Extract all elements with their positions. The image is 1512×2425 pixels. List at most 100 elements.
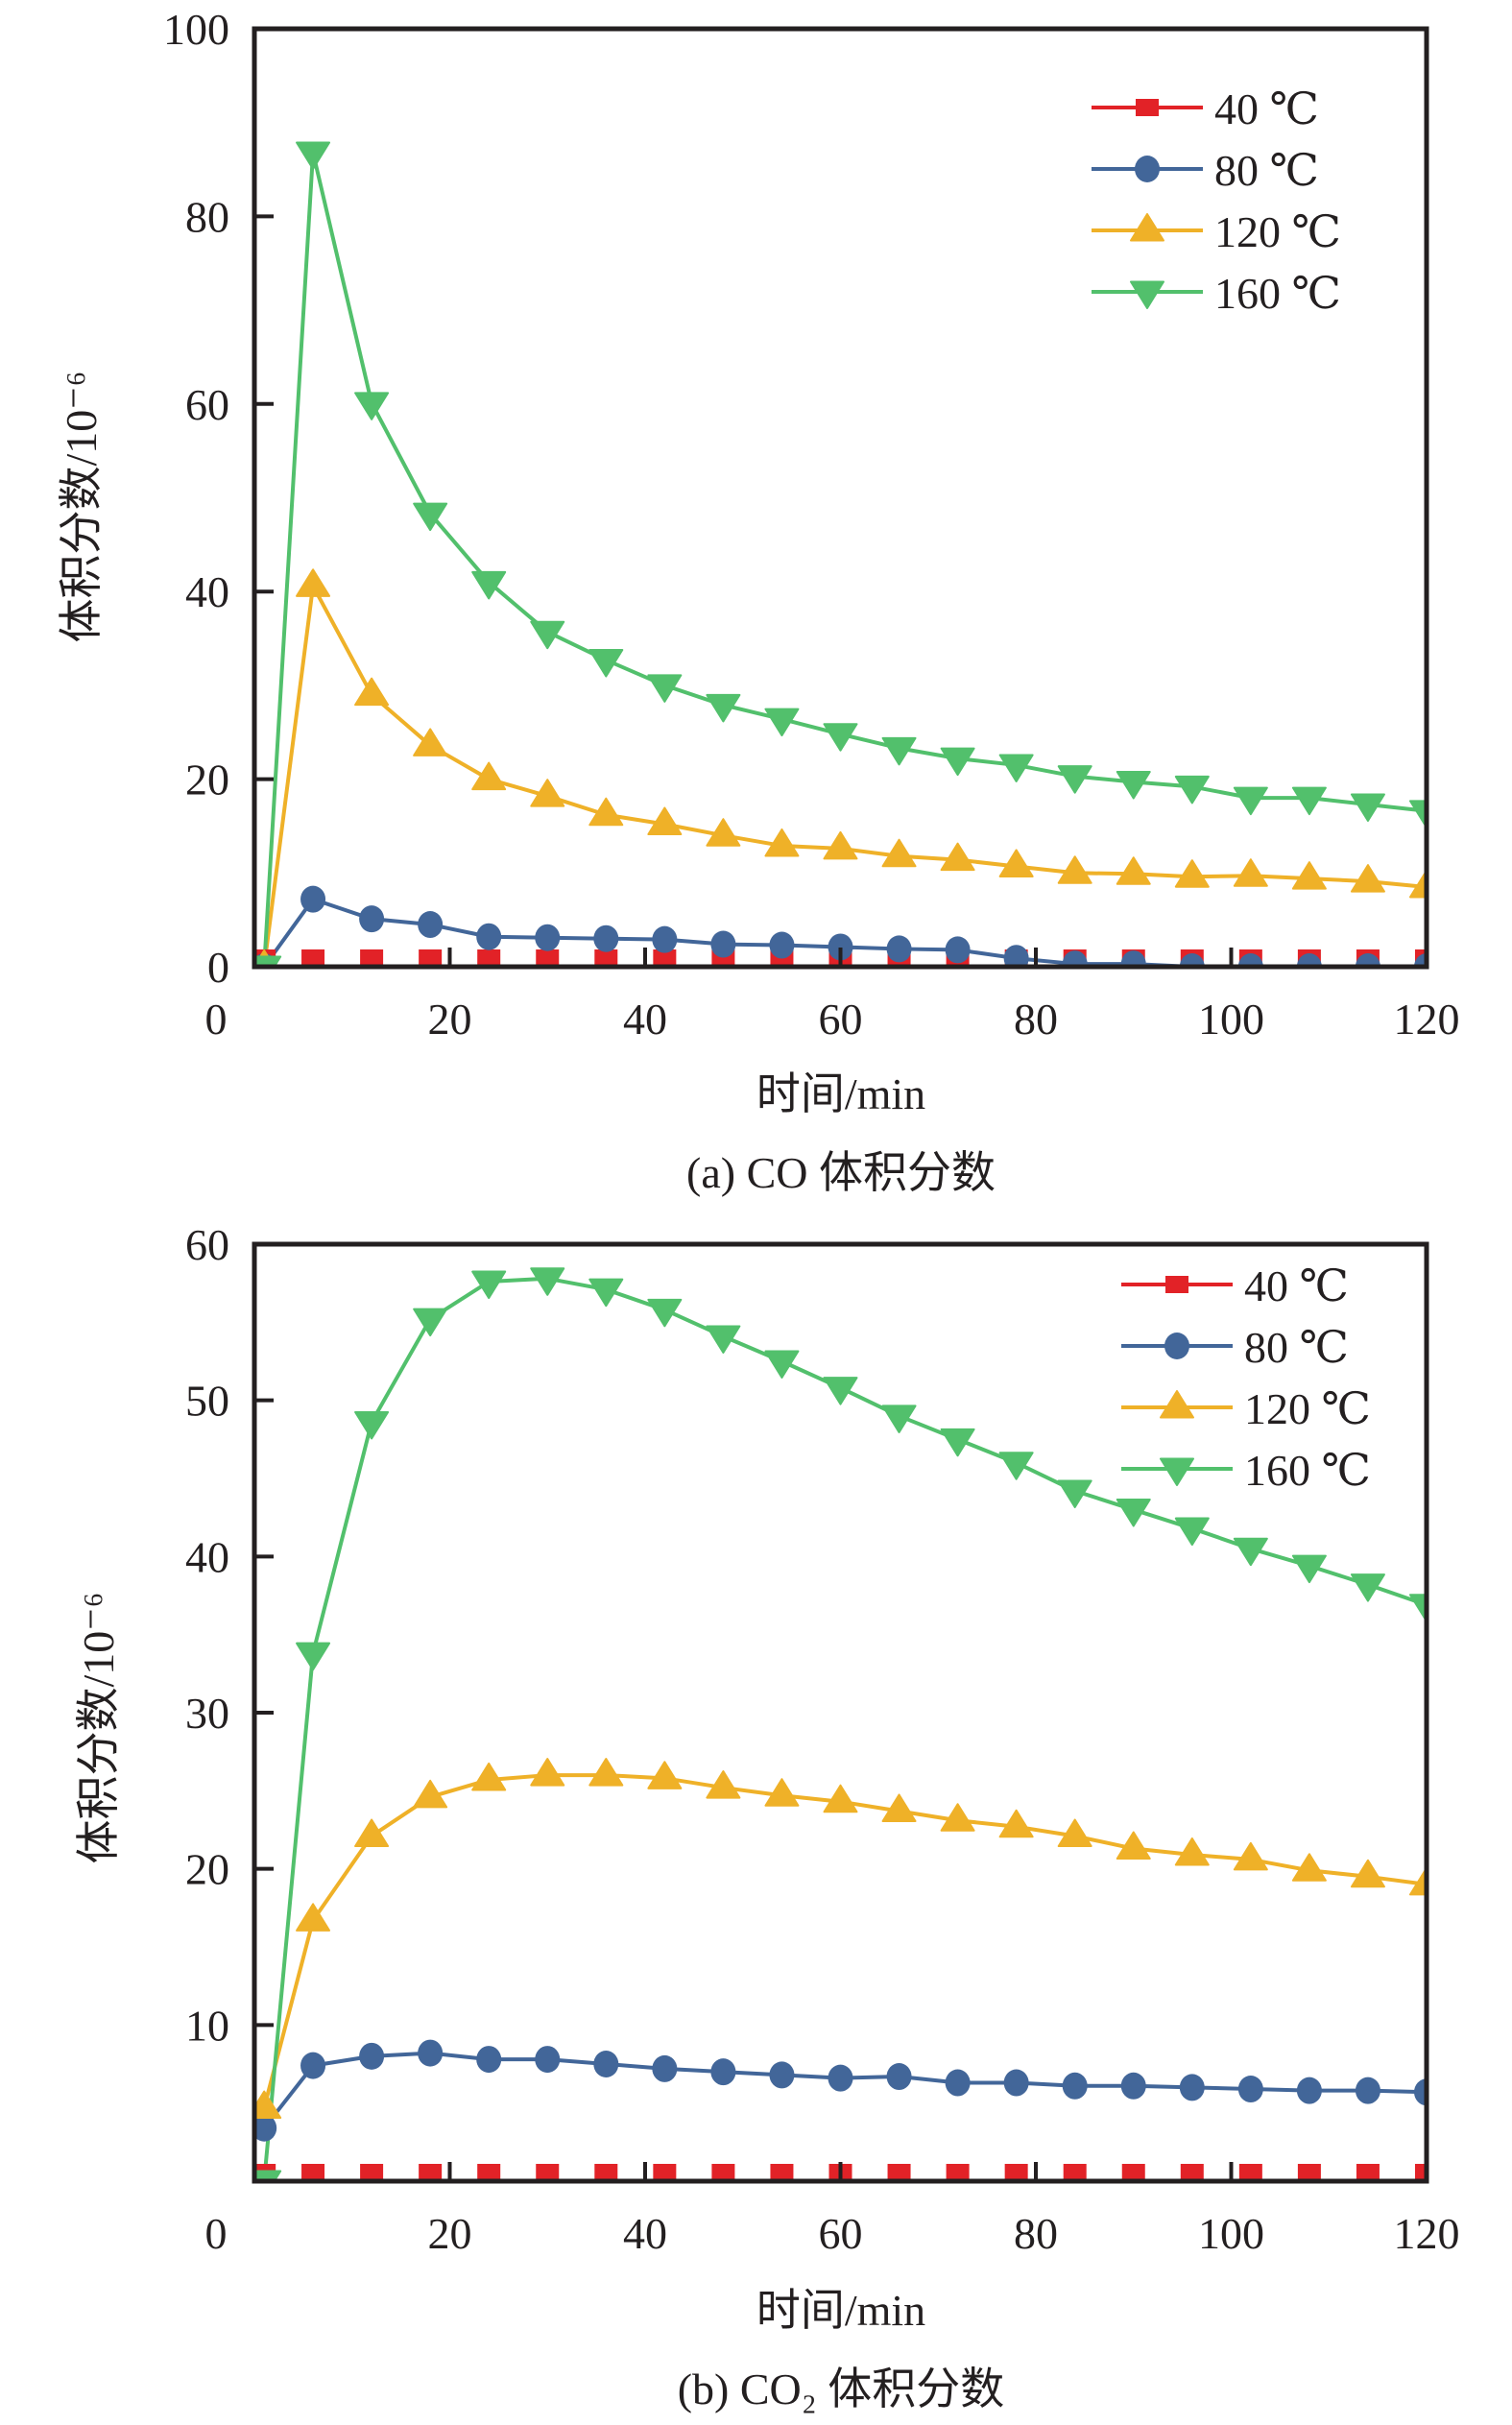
data-point-160	[706, 693, 741, 723]
data-point-160	[1233, 786, 1268, 816]
data-point-160	[998, 754, 1034, 782]
data-point-160	[1409, 1594, 1427, 1622]
x-tick-label: 40	[623, 2209, 667, 2258]
data-point-160	[706, 1325, 741, 1354]
data-point-80	[1237, 2076, 1263, 2103]
data-point-80	[1296, 953, 1322, 967]
legend-marker-triangle-up	[1130, 213, 1164, 242]
data-point-80	[1179, 2074, 1205, 2101]
data-point-160	[998, 1452, 1034, 1480]
y-tick-label: 60	[185, 380, 229, 429]
data-point-160	[1350, 1573, 1385, 1602]
data-point-160	[881, 1405, 917, 1433]
legend-marker-circle	[1135, 156, 1160, 182]
data-point-40	[301, 2164, 325, 2181]
data-point-40	[1180, 2164, 1204, 2181]
data-point-120	[764, 828, 800, 857]
y-axis-label: 体积分数/10⁻⁶	[57, 371, 106, 642]
legend: 40 ℃ 80 ℃ 120 ℃ 160 ℃	[1092, 84, 1341, 318]
y-tick-label: 40	[185, 567, 229, 616]
data-point-120	[940, 842, 975, 872]
data-point-160	[413, 502, 448, 532]
legend-item-40: 40 ℃	[1092, 84, 1319, 133]
data-point-40	[360, 2164, 384, 2181]
data-point-40	[536, 2164, 560, 2181]
legend-marker-triangle-up	[1160, 1390, 1194, 1419]
data-point-160	[1409, 800, 1427, 828]
y-tick-label: 100	[163, 5, 229, 54]
data-point-160	[471, 1270, 507, 1300]
legend-label: 160 ℃	[1244, 1446, 1371, 1495]
data-point-160	[1057, 765, 1092, 794]
legend-item-160: 160 ℃	[1121, 1446, 1371, 1495]
data-point-80	[418, 911, 444, 939]
data-point-40	[1238, 2164, 1262, 2181]
x-tick-label: 120	[1394, 2209, 1460, 2258]
x-tick-label: 120	[1394, 995, 1460, 1044]
legend-item-80: 80 ℃	[1121, 1323, 1349, 1372]
data-point-120	[588, 1758, 624, 1787]
data-point-80	[1414, 953, 1427, 967]
data-point-120	[998, 849, 1034, 877]
y-tick-label: 20	[185, 1845, 229, 1894]
data-point-160	[1233, 1537, 1268, 1567]
legend-marker-square	[1136, 99, 1159, 116]
data-point-120	[471, 761, 507, 791]
data-point-80	[769, 2061, 795, 2089]
x-tick-label: 20	[428, 2209, 472, 2258]
data-point-160	[530, 1267, 565, 1296]
data-point-160	[413, 1308, 448, 1337]
data-point-80	[769, 931, 795, 959]
data-point-120	[1174, 1837, 1210, 1866]
data-point-40	[1004, 2164, 1028, 2181]
data-point-120	[823, 1784, 858, 1813]
data-point-80	[476, 923, 502, 950]
data-point-40	[419, 949, 443, 967]
data-point-120	[471, 1762, 507, 1791]
legend-label: 120 ℃	[1244, 1384, 1371, 1433]
data-point-40	[536, 949, 560, 967]
y-tick-label: 30	[185, 1689, 229, 1738]
data-point-120	[1409, 869, 1427, 899]
data-point-40	[1063, 2164, 1087, 2181]
data-point-120	[413, 728, 448, 756]
x-tick-label: 20	[428, 995, 472, 1044]
y-tick-label: 80	[185, 192, 229, 241]
plot-area	[254, 141, 1427, 967]
y-tick-label: 50	[185, 1377, 229, 1426]
data-point-120	[1233, 858, 1268, 887]
data-point-120	[998, 1809, 1034, 1838]
data-point-120	[881, 838, 917, 868]
data-point-160	[823, 1377, 858, 1405]
data-point-120	[940, 1803, 975, 1832]
data-point-80	[1179, 953, 1205, 967]
data-point-160	[1116, 1499, 1151, 1527]
y-axis-label: 体积分数/10⁻⁶	[74, 1592, 123, 1863]
x-tick-label: 100	[1198, 2209, 1264, 2258]
data-point-120	[1057, 855, 1092, 884]
legend-label: 120 ℃	[1214, 207, 1341, 256]
data-point-80	[945, 936, 971, 964]
data-point-80	[710, 930, 736, 958]
data-point-80	[886, 2063, 912, 2091]
data-point-160	[588, 1278, 624, 1308]
legend-item-120: 120 ℃	[1121, 1384, 1371, 1433]
data-point-120	[1409, 1866, 1427, 1896]
y-tick-label: 10	[185, 2001, 229, 2050]
data-point-40	[1121, 2164, 1145, 2181]
data-point-80	[945, 2069, 971, 2097]
data-point-160	[1174, 1517, 1210, 1547]
data-point-80	[300, 2052, 326, 2079]
y-tick-label: 20	[185, 756, 229, 804]
x-tick-label: 0	[205, 2209, 228, 2258]
data-point-80	[359, 905, 385, 933]
data-point-160	[823, 723, 858, 752]
data-point-160	[471, 570, 507, 600]
data-point-40	[594, 949, 618, 967]
legend-marker-square	[1165, 1276, 1188, 1293]
data-point-160	[1174, 775, 1210, 804]
data-point-80	[535, 2046, 561, 2074]
data-point-80	[535, 924, 561, 951]
x-tick-label: 100	[1198, 995, 1264, 1044]
data-point-80	[1414, 2078, 1427, 2106]
